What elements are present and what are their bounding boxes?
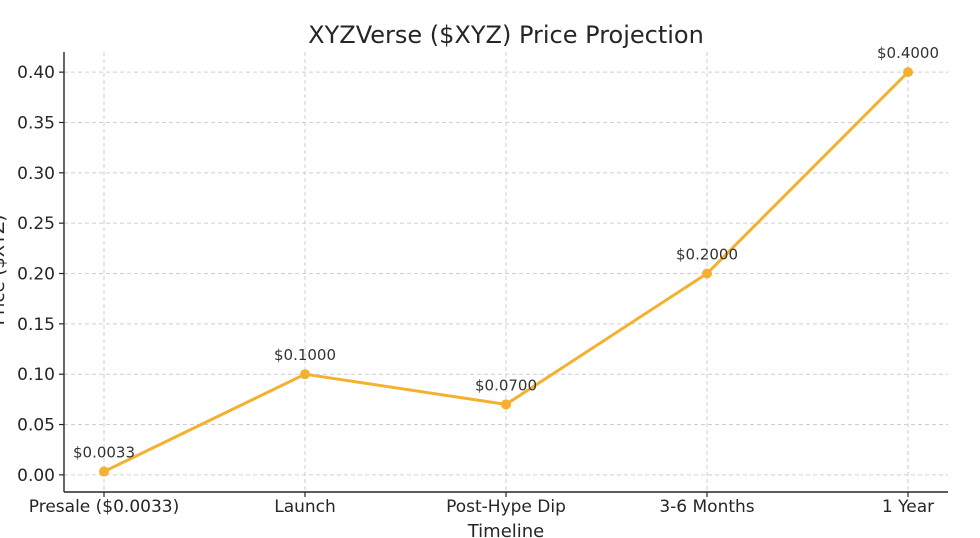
chart-title: XYZVerse ($XYZ) Price Projection bbox=[308, 21, 704, 49]
y-tick-label: 0.10 bbox=[17, 365, 55, 385]
x-tick-label: 1 Year bbox=[882, 497, 934, 517]
data-label: $0.2000 bbox=[676, 246, 738, 264]
data-label: $0.1000 bbox=[274, 346, 336, 364]
y-tick-label: 0.15 bbox=[17, 315, 55, 335]
data-point bbox=[501, 399, 511, 410]
y-tick-label: 0.25 bbox=[17, 214, 55, 234]
x-tick-label: Presale ($0.0033) bbox=[29, 497, 179, 517]
y-tick-label: 0.20 bbox=[17, 265, 55, 285]
y-tick-label: 0.30 bbox=[17, 164, 55, 184]
data-label: $0.0700 bbox=[475, 376, 537, 394]
y-tick-label: 0.05 bbox=[17, 416, 55, 436]
data-point bbox=[99, 466, 109, 477]
x-tick-label: Launch bbox=[274, 497, 336, 517]
data-point bbox=[300, 369, 310, 380]
data-label: $0.4000 bbox=[877, 44, 939, 62]
y-axis-ticks: 0.00 0.05 0.10 0.15 0.20 0.25 0.30 0.35 0.40 bbox=[17, 63, 64, 486]
x-tick-label: 3-6 Months bbox=[659, 497, 754, 517]
x-axis-ticks: Presale ($0.0033) Launch Post-Hype Dip 3-6 … bbox=[29, 492, 934, 517]
data-point bbox=[903, 67, 913, 78]
x-tick-label: Post-Hype Dip bbox=[446, 497, 566, 517]
y-tick-label: 0.00 bbox=[17, 466, 55, 486]
y-tick-label: 0.35 bbox=[17, 113, 55, 133]
x-axis-title: Timeline bbox=[467, 521, 545, 538]
y-axis-title: Price ($XYZ) bbox=[0, 215, 9, 326]
data-labels: $0.0033 $0.1000 $0.0700 $0.2000 $0.4000 bbox=[73, 44, 939, 461]
y-tick-label: 0.40 bbox=[17, 63, 55, 83]
data-points bbox=[99, 67, 913, 477]
data-point bbox=[702, 268, 712, 279]
data-label: $0.0033 bbox=[73, 444, 135, 462]
